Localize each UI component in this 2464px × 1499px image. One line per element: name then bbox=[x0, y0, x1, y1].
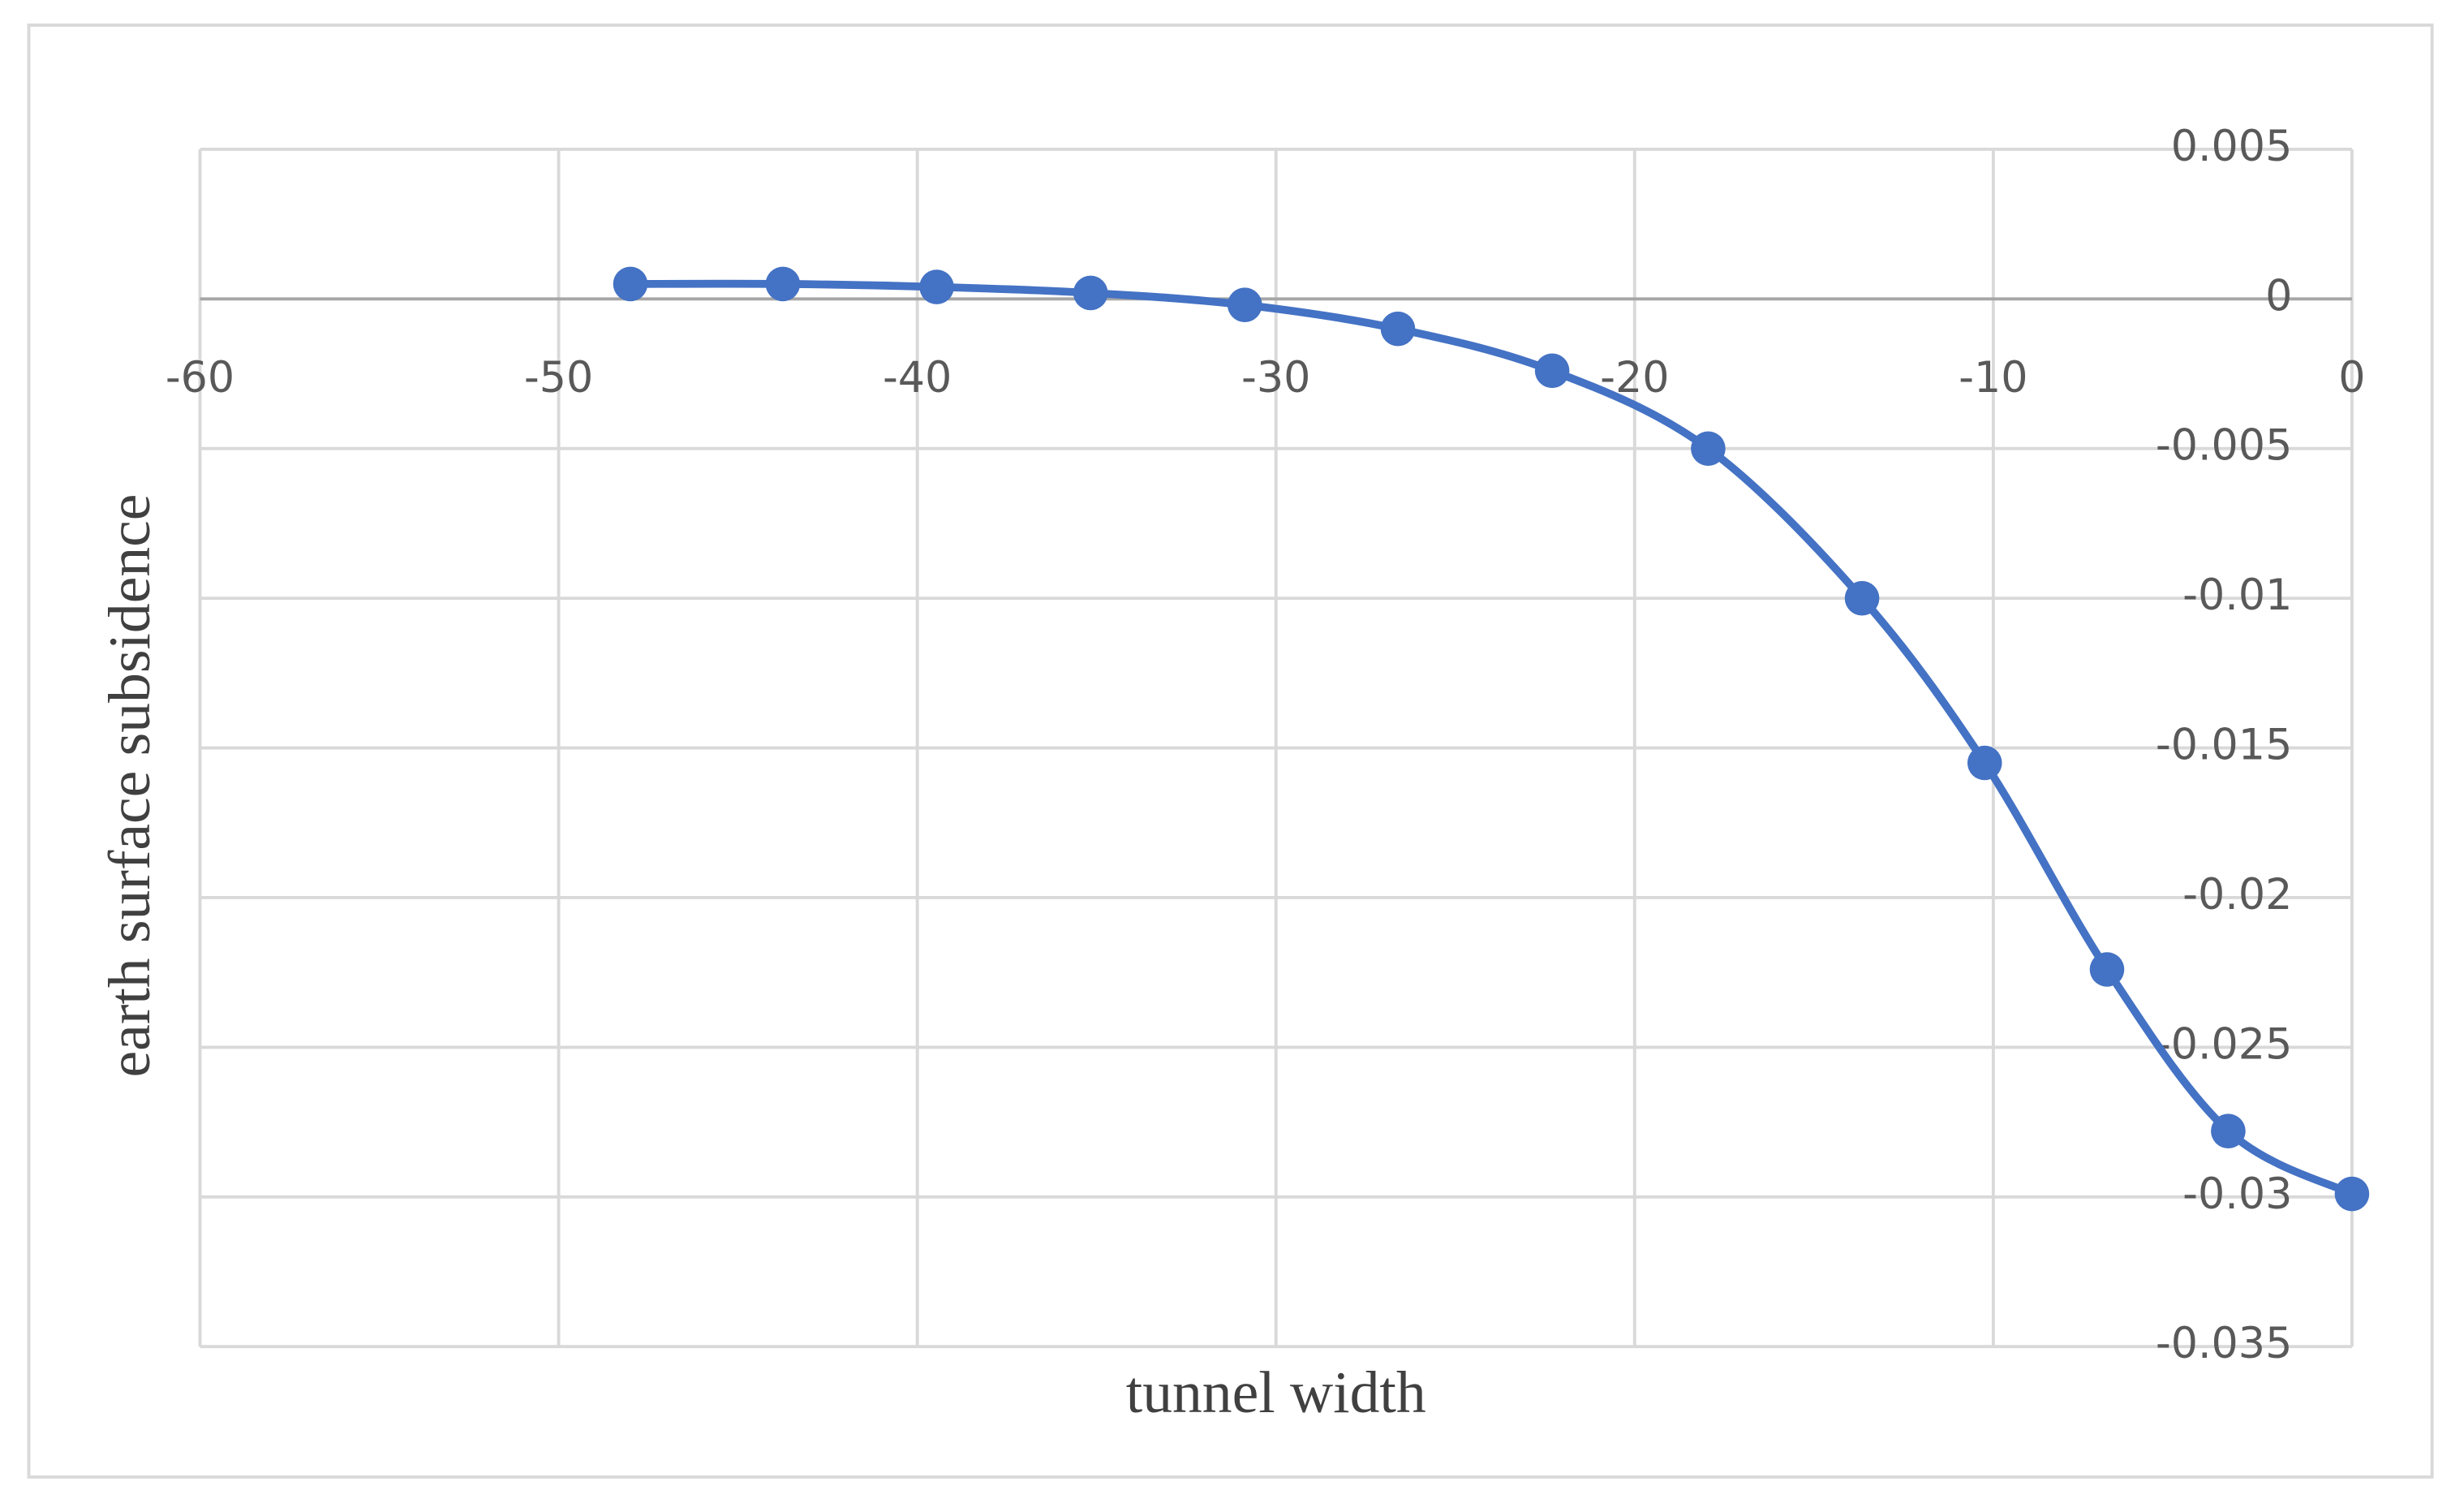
data-point bbox=[1844, 580, 1880, 616]
data-point bbox=[1380, 311, 1416, 347]
data-point bbox=[1073, 275, 1108, 311]
y-tick-label: -0.02 bbox=[2182, 870, 2292, 920]
y-tick-label: -0.03 bbox=[2182, 1169, 2292, 1219]
y-tick-label: -0.015 bbox=[2156, 721, 2293, 770]
data-point bbox=[1691, 431, 1726, 467]
y-tick-label: 0 bbox=[2265, 271, 2292, 321]
x-axis-title: tunnel width bbox=[1126, 1359, 1426, 1425]
x-tick-label: -60 bbox=[166, 353, 234, 403]
y-axis-title: earth surface subsidence bbox=[96, 494, 162, 1078]
data-point bbox=[2211, 1113, 2246, 1148]
x-tick-label: -50 bbox=[524, 353, 593, 403]
data-point bbox=[1534, 353, 1570, 389]
x-tick-label: -40 bbox=[883, 353, 952, 403]
data-point bbox=[1227, 287, 1262, 323]
y-tick-label: -0.01 bbox=[2182, 571, 2292, 620]
data-point bbox=[2089, 952, 2125, 987]
data-point bbox=[765, 266, 801, 302]
y-tick-label: 0.005 bbox=[2171, 122, 2293, 171]
x-tick-label: -10 bbox=[1959, 353, 2028, 403]
data-point bbox=[1967, 745, 2002, 781]
data-point bbox=[919, 269, 954, 304]
y-tick-label: -0.025 bbox=[2156, 1019, 2293, 1069]
x-tick-label: -30 bbox=[1241, 353, 1310, 403]
y-tick-label: -0.035 bbox=[2156, 1319, 2293, 1368]
x-tick-label: 0 bbox=[2338, 353, 2365, 403]
chart-border bbox=[27, 24, 2434, 1479]
data-point bbox=[613, 266, 648, 302]
data-point bbox=[2334, 1176, 2370, 1212]
y-tick-label: -0.005 bbox=[2156, 421, 2293, 471]
